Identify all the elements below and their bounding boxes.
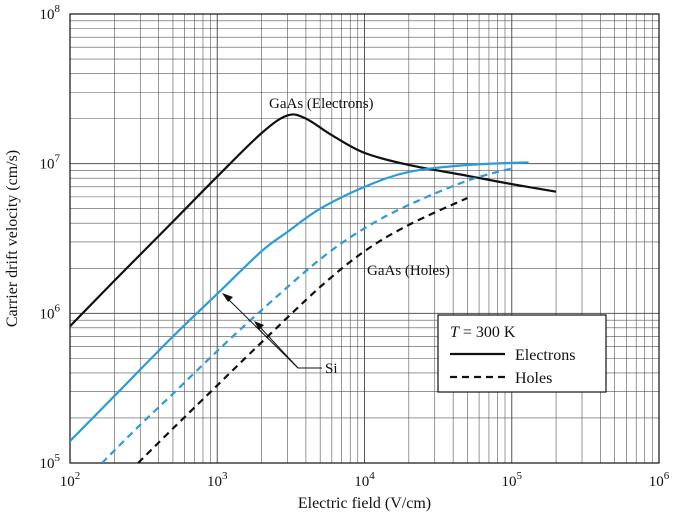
y-tick-label: 107 [40,153,61,173]
si-arrowhead-2 [254,321,264,330]
legend-title: T = 300 K [450,324,516,341]
x-tick-base: 10 [207,474,222,490]
x-axis-title: Electric field (V/cm) [298,495,431,512]
y-tick-exponent: 8 [55,3,61,15]
x-tick-exponent: 6 [664,470,670,482]
x-tick-exponent: 5 [517,470,523,482]
y-tick-label: 105 [40,452,61,472]
legend-title-value: = 300 K [459,324,516,341]
x-tick-exponent: 3 [222,470,228,482]
x-tick-base: 10 [354,474,369,490]
series-si-electrons [70,161,529,442]
x-tick-label: 102 [60,470,81,490]
x-tick-base: 10 [502,474,517,490]
y-tick-base: 10 [40,456,55,472]
si-pointer-line-1 [225,296,322,369]
x-tick-label: 106 [649,470,670,490]
x-tick-base: 10 [649,474,664,490]
x-tick-exponent: 2 [75,470,81,482]
series-gaas-holes [137,196,468,463]
y-tick-exponent: 7 [55,153,61,165]
y-tick-label: 106 [40,302,61,322]
plot-frame [69,13,660,464]
x-tick-label: 103 [207,470,228,490]
y-tick-base: 10 [40,306,55,322]
y-tick-base: 10 [40,157,55,173]
annotation-gaas-holes: GaAs (Holes) [367,263,450,279]
legend-label-holes: Holes [515,370,552,387]
x-tick-label: 105 [502,470,523,490]
legend-label-electrons: Electrons [515,347,575,364]
annotation-gaas-electrons: GaAs (Electrons) [269,96,374,112]
x-tick-label: 104 [354,470,375,490]
x-tick-base: 10 [60,474,75,490]
series-lines [70,113,557,463]
y-axis-title: Carrier drift velocity (cm/s) [4,150,21,327]
y-tick-exponent: 6 [55,302,61,314]
series-gaas-electrons [70,113,557,327]
si-arrowhead-1 [222,293,233,302]
annotation-si: Si [325,361,338,377]
legend: T = 300 K Electrons Holes [437,314,607,393]
y-tick-exponent: 5 [55,452,61,464]
grid [69,14,659,464]
annotations: GaAs (Electrons) GaAs (Holes) Si [222,96,450,377]
x-tick-exponent: 4 [369,470,375,482]
si-pointer-line-2 [257,324,299,369]
legend-title-symbol: T [450,324,460,341]
y-tick-label: 108 [40,3,61,23]
y-tick-base: 10 [40,7,55,23]
series-si-holes [101,167,513,463]
